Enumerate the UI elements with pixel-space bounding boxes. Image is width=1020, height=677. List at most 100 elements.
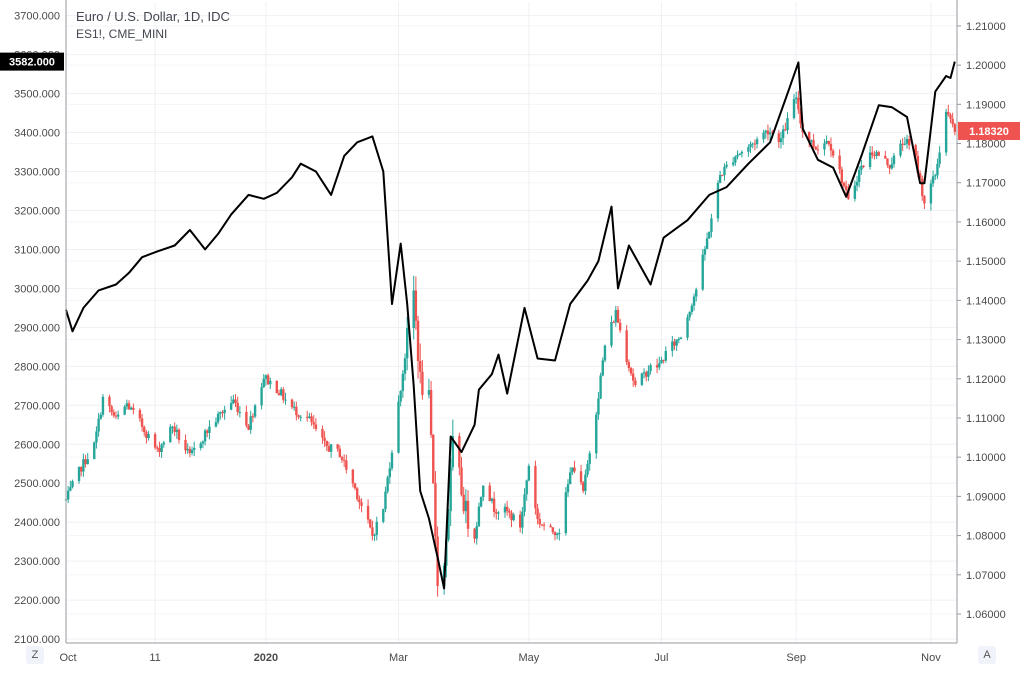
- eurusd-candle: [595, 411, 598, 459]
- candle-body: [640, 373, 644, 385]
- right-tick-label: 1.13000: [966, 335, 1006, 347]
- candle-body: [645, 372, 648, 377]
- candle-body: [93, 442, 96, 460]
- candle-body: [360, 502, 363, 506]
- eurusd-candle: [860, 159, 863, 175]
- es1-line: [65, 61, 956, 590]
- eurusd-candle: [397, 395, 400, 454]
- eurusd-candle: [660, 356, 663, 364]
- eurusd-candle: [647, 365, 650, 382]
- candle-body: [738, 153, 741, 156]
- candle-body: [193, 448, 196, 450]
- candle-body: [853, 185, 857, 199]
- eurusd-candle: [203, 428, 207, 446]
- eurusd-candle: [390, 449, 394, 471]
- eurusd-candle: [781, 125, 785, 145]
- eurusd-candle: [186, 443, 189, 454]
- x-tick-label: 2020: [254, 652, 278, 664]
- eurusd-candle: [290, 398, 294, 410]
- eurusd-candle: [282, 387, 285, 404]
- candle-body: [808, 132, 811, 142]
- eurusd-candle: [814, 146, 817, 151]
- candle-body: [158, 447, 161, 453]
- eurusd-candle: [95, 426, 98, 449]
- left-current-value: 3582.000: [9, 57, 55, 69]
- eurusd-candle: [427, 378, 431, 399]
- eurusd-candle: [929, 179, 933, 211]
- eurusd-candle: [634, 377, 637, 388]
- eurusd-candle: [401, 370, 405, 398]
- eurusd-candle: [125, 399, 129, 410]
- candle-body: [147, 434, 150, 439]
- eurusd-candle: [495, 508, 498, 520]
- candle-body: [251, 416, 255, 418]
- candle-body: [610, 322, 613, 346]
- eurusd-candle: [886, 158, 889, 168]
- eurusd-candle: [873, 150, 876, 160]
- candle-body: [405, 328, 409, 359]
- log-scale-toggle-button[interactable]: Z: [26, 646, 44, 664]
- eurusd-candle: [193, 441, 196, 457]
- candle-body: [721, 174, 724, 176]
- candle-body: [914, 145, 917, 156]
- candle-body: [905, 139, 909, 144]
- eurusd-candle: [275, 380, 278, 394]
- eurusd-candle: [86, 452, 89, 465]
- eurusd-candle: [473, 527, 476, 544]
- eurusd-candle: [277, 389, 281, 396]
- candle-body: [555, 533, 559, 536]
- left-tick-label: 3200.000: [14, 205, 60, 217]
- eurusd-candle: [266, 373, 270, 385]
- candle-body: [253, 405, 257, 417]
- candle-body: [844, 186, 848, 191]
- left-tick-label: 3500.000: [14, 89, 60, 101]
- candle-body: [627, 362, 631, 368]
- candle-body: [216, 413, 220, 423]
- eurusd-candle: [140, 413, 144, 432]
- eurusd-candle: [153, 432, 157, 450]
- eurusd-candle: [679, 336, 683, 340]
- candle-body: [306, 416, 309, 418]
- eurusd-candle: [156, 445, 159, 453]
- candle-body: [616, 309, 620, 323]
- eurusd-candle: [503, 503, 507, 518]
- candle-body: [823, 143, 826, 150]
- eurusd-candle: [947, 104, 950, 117]
- auto-scale-toggle-button[interactable]: A: [978, 646, 996, 664]
- eurusd-candle: [405, 316, 409, 371]
- eurusd-candle: [175, 424, 179, 439]
- candle-body: [786, 118, 789, 131]
- candle-body: [238, 411, 242, 413]
- candle-body: [816, 149, 820, 151]
- candle-body: [947, 111, 950, 115]
- eurusd-candle: [701, 249, 704, 291]
- candle-body: [490, 498, 494, 502]
- candle-body: [618, 322, 622, 331]
- candle-body: [936, 163, 939, 176]
- eurusd-candle: [201, 440, 205, 449]
- eurusd-candle: [571, 467, 574, 476]
- candle-body: [553, 532, 557, 536]
- candle-body: [495, 511, 498, 514]
- eurusd-candle: [356, 487, 359, 502]
- candle-body: [414, 290, 418, 321]
- eurusd-candle: [138, 408, 142, 422]
- candle-body: [549, 525, 552, 528]
- eurusd-candle: [934, 173, 937, 180]
- candle-body: [186, 448, 189, 451]
- eurusd-candle: [579, 464, 583, 486]
- candle-body: [751, 143, 754, 145]
- right-current-value-box: [958, 121, 1020, 140]
- left-tick-label: 2900.000: [14, 322, 60, 334]
- candle-body: [353, 483, 357, 489]
- eurusd-candle: [366, 499, 370, 524]
- eurusd-candle: [419, 343, 422, 384]
- candle-body: [169, 426, 172, 443]
- eurusd-candle: [671, 335, 674, 357]
- candle-body: [473, 528, 476, 539]
- candle-body: [129, 407, 133, 410]
- eurusd-candle: [538, 512, 541, 529]
- x-tick-label: May: [518, 652, 539, 664]
- candle-body: [321, 428, 324, 438]
- candle-body: [382, 509, 385, 522]
